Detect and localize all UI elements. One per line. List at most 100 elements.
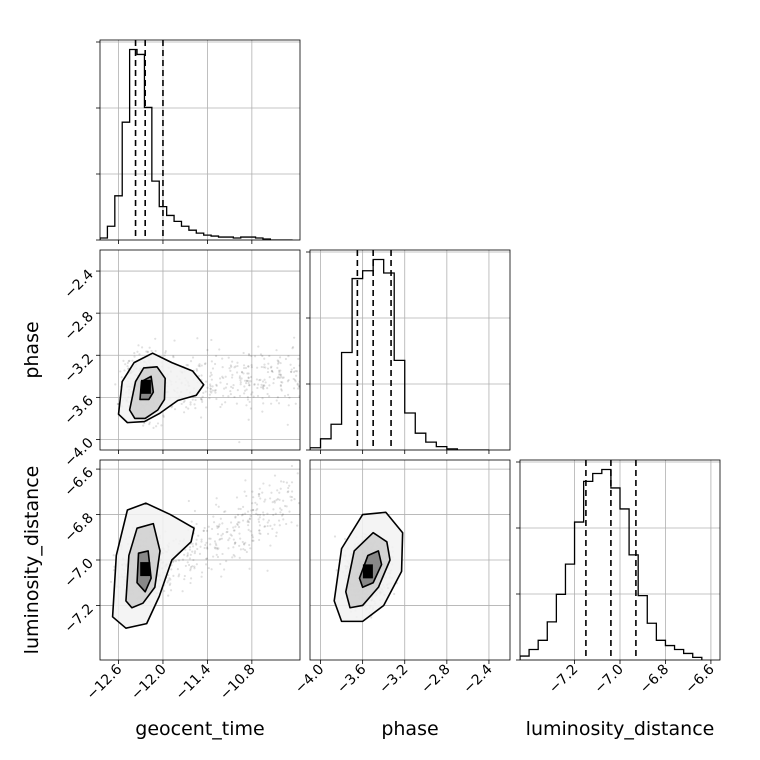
- sample-point: [247, 379, 250, 383]
- sample-point: [266, 569, 269, 572]
- sample-point: [182, 411, 186, 414]
- sample-point: [293, 336, 296, 339]
- sample-point: [253, 382, 256, 386]
- sample-point: [286, 490, 289, 494]
- sample-point: [313, 483, 315, 485]
- sample-point: [298, 395, 300, 398]
- sample-point: [258, 529, 261, 532]
- sample-point: [233, 542, 236, 545]
- sample-point: [242, 351, 245, 355]
- sample-point: [204, 563, 208, 566]
- sample-point: [263, 363, 266, 366]
- sample-point: [215, 397, 218, 401]
- sample-point: [235, 371, 239, 374]
- sample-point: [231, 386, 234, 390]
- sample-point: [255, 503, 259, 506]
- sample-point: [255, 512, 258, 515]
- sample-point: [254, 501, 257, 504]
- sample-point: [272, 513, 275, 517]
- sample-point: [221, 375, 224, 378]
- sample-point: [248, 543, 251, 547]
- sample-point: [162, 414, 165, 417]
- sample-point: [188, 548, 192, 551]
- sample-point: [233, 555, 236, 558]
- sample-point: [146, 350, 149, 353]
- sample-point: [297, 384, 300, 387]
- sample-point: [244, 548, 247, 552]
- sample-point: [169, 578, 172, 581]
- sample-point: [202, 529, 205, 532]
- sample-point: [185, 406, 188, 409]
- sample-point: [282, 499, 285, 502]
- sample-point: [246, 519, 250, 522]
- sample-point: [222, 394, 225, 397]
- sample-point: [238, 521, 241, 524]
- sample-point: [189, 581, 192, 585]
- sample-point: [155, 425, 158, 428]
- sample-point: [290, 499, 293, 502]
- sample-point: [237, 521, 240, 524]
- sample-point: [270, 369, 274, 372]
- sample-point: [182, 401, 185, 404]
- sample-point: [225, 382, 229, 386]
- sample-point: [296, 383, 299, 386]
- sample-point: [205, 541, 208, 544]
- sample-point: [170, 406, 173, 409]
- sample-point: [280, 389, 283, 392]
- sample-point: [195, 369, 199, 372]
- sample-point: [195, 563, 198, 566]
- sample-point: [177, 559, 181, 562]
- sample-point: [192, 558, 195, 562]
- sample-point: [268, 395, 271, 398]
- sample-point: [285, 505, 288, 508]
- sample-point: [295, 374, 298, 377]
- sample-point: [245, 404, 248, 407]
- sample-point: [244, 366, 248, 370]
- sample-point: [249, 530, 252, 533]
- sample-point: [200, 571, 204, 574]
- sample-point: [306, 347, 308, 349]
- sample-point: [195, 368, 198, 371]
- contour-level-3: [117, 352, 205, 424]
- sample-point: [266, 532, 270, 535]
- sample-point: [214, 547, 217, 550]
- sample-point: [187, 407, 190, 410]
- sample-point: [112, 554, 115, 557]
- sample-point: [184, 548, 187, 551]
- sample-point: [138, 353, 141, 356]
- sample-point: [261, 386, 265, 389]
- sample-point: [169, 589, 173, 592]
- sample-point: [258, 529, 261, 532]
- sample-point: [276, 376, 279, 379]
- sample-point: [214, 389, 217, 392]
- sample-point: [209, 375, 212, 378]
- sample-point: [238, 375, 242, 378]
- sample-point: [272, 377, 276, 381]
- sample-point: [243, 392, 246, 395]
- sample-point: [271, 370, 274, 374]
- sample-point: [225, 531, 228, 534]
- sample-point: [217, 547, 220, 550]
- sample-point: [217, 525, 220, 528]
- sample-point: [242, 364, 246, 367]
- sample-point: [243, 379, 247, 382]
- sample-point: [146, 351, 149, 354]
- sample-point: [238, 376, 241, 380]
- sample-point: [133, 352, 136, 355]
- sample-point: [333, 535, 337, 538]
- sample-point: [281, 513, 285, 516]
- sample-point: [205, 557, 208, 560]
- sample-point: [271, 501, 274, 504]
- sample-point: [335, 569, 338, 572]
- sample-point: [241, 519, 245, 522]
- sample-point: [240, 377, 243, 380]
- sample-point: [275, 531, 278, 534]
- sample-point: [250, 393, 253, 396]
- sample-point: [291, 347, 294, 350]
- sample-point: [191, 565, 194, 568]
- sample-point: [264, 366, 267, 369]
- sample-point: [172, 559, 175, 562]
- sample-point: [217, 505, 220, 508]
- sample-point: [263, 500, 266, 503]
- sample-point: [269, 544, 272, 547]
